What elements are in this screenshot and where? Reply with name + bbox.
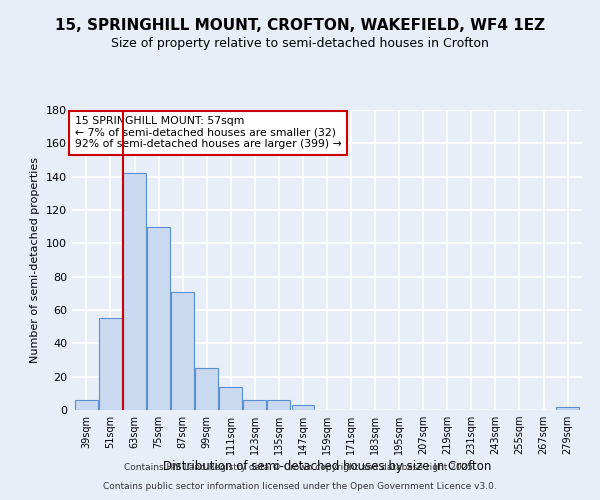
Bar (244, 400, 266, 410)
Text: 15, SPRINGHILL MOUNT, CROFTON, WAKEFIELD, WF4 1EZ: 15, SPRINGHILL MOUNT, CROFTON, WAKEFIELD… (55, 18, 545, 32)
Text: Size of property relative to semi-detached houses in Crofton: Size of property relative to semi-detach… (111, 38, 489, 51)
Bar (292, 405, 314, 410)
Bar (147, 226, 170, 410)
Text: Contains HM Land Registry data © Crown copyright and database right 2025.: Contains HM Land Registry data © Crown c… (124, 464, 476, 472)
X-axis label: Distribution of semi-detached houses by size in Crofton: Distribution of semi-detached houses by … (163, 460, 491, 473)
Bar (268, 400, 290, 410)
Text: Contains public sector information licensed under the Open Government Licence v3: Contains public sector information licen… (103, 482, 497, 491)
Bar (556, 406, 579, 410)
Bar (220, 386, 242, 410)
Bar (171, 292, 194, 410)
Bar (123, 174, 146, 410)
Bar (195, 368, 218, 410)
Bar (75, 400, 98, 410)
Text: 15 SPRINGHILL MOUNT: 57sqm
← 7% of semi-detached houses are smaller (32)
92% of : 15 SPRINGHILL MOUNT: 57sqm ← 7% of semi-… (74, 116, 341, 149)
Bar (99, 318, 122, 410)
Y-axis label: Number of semi-detached properties: Number of semi-detached properties (31, 157, 40, 363)
